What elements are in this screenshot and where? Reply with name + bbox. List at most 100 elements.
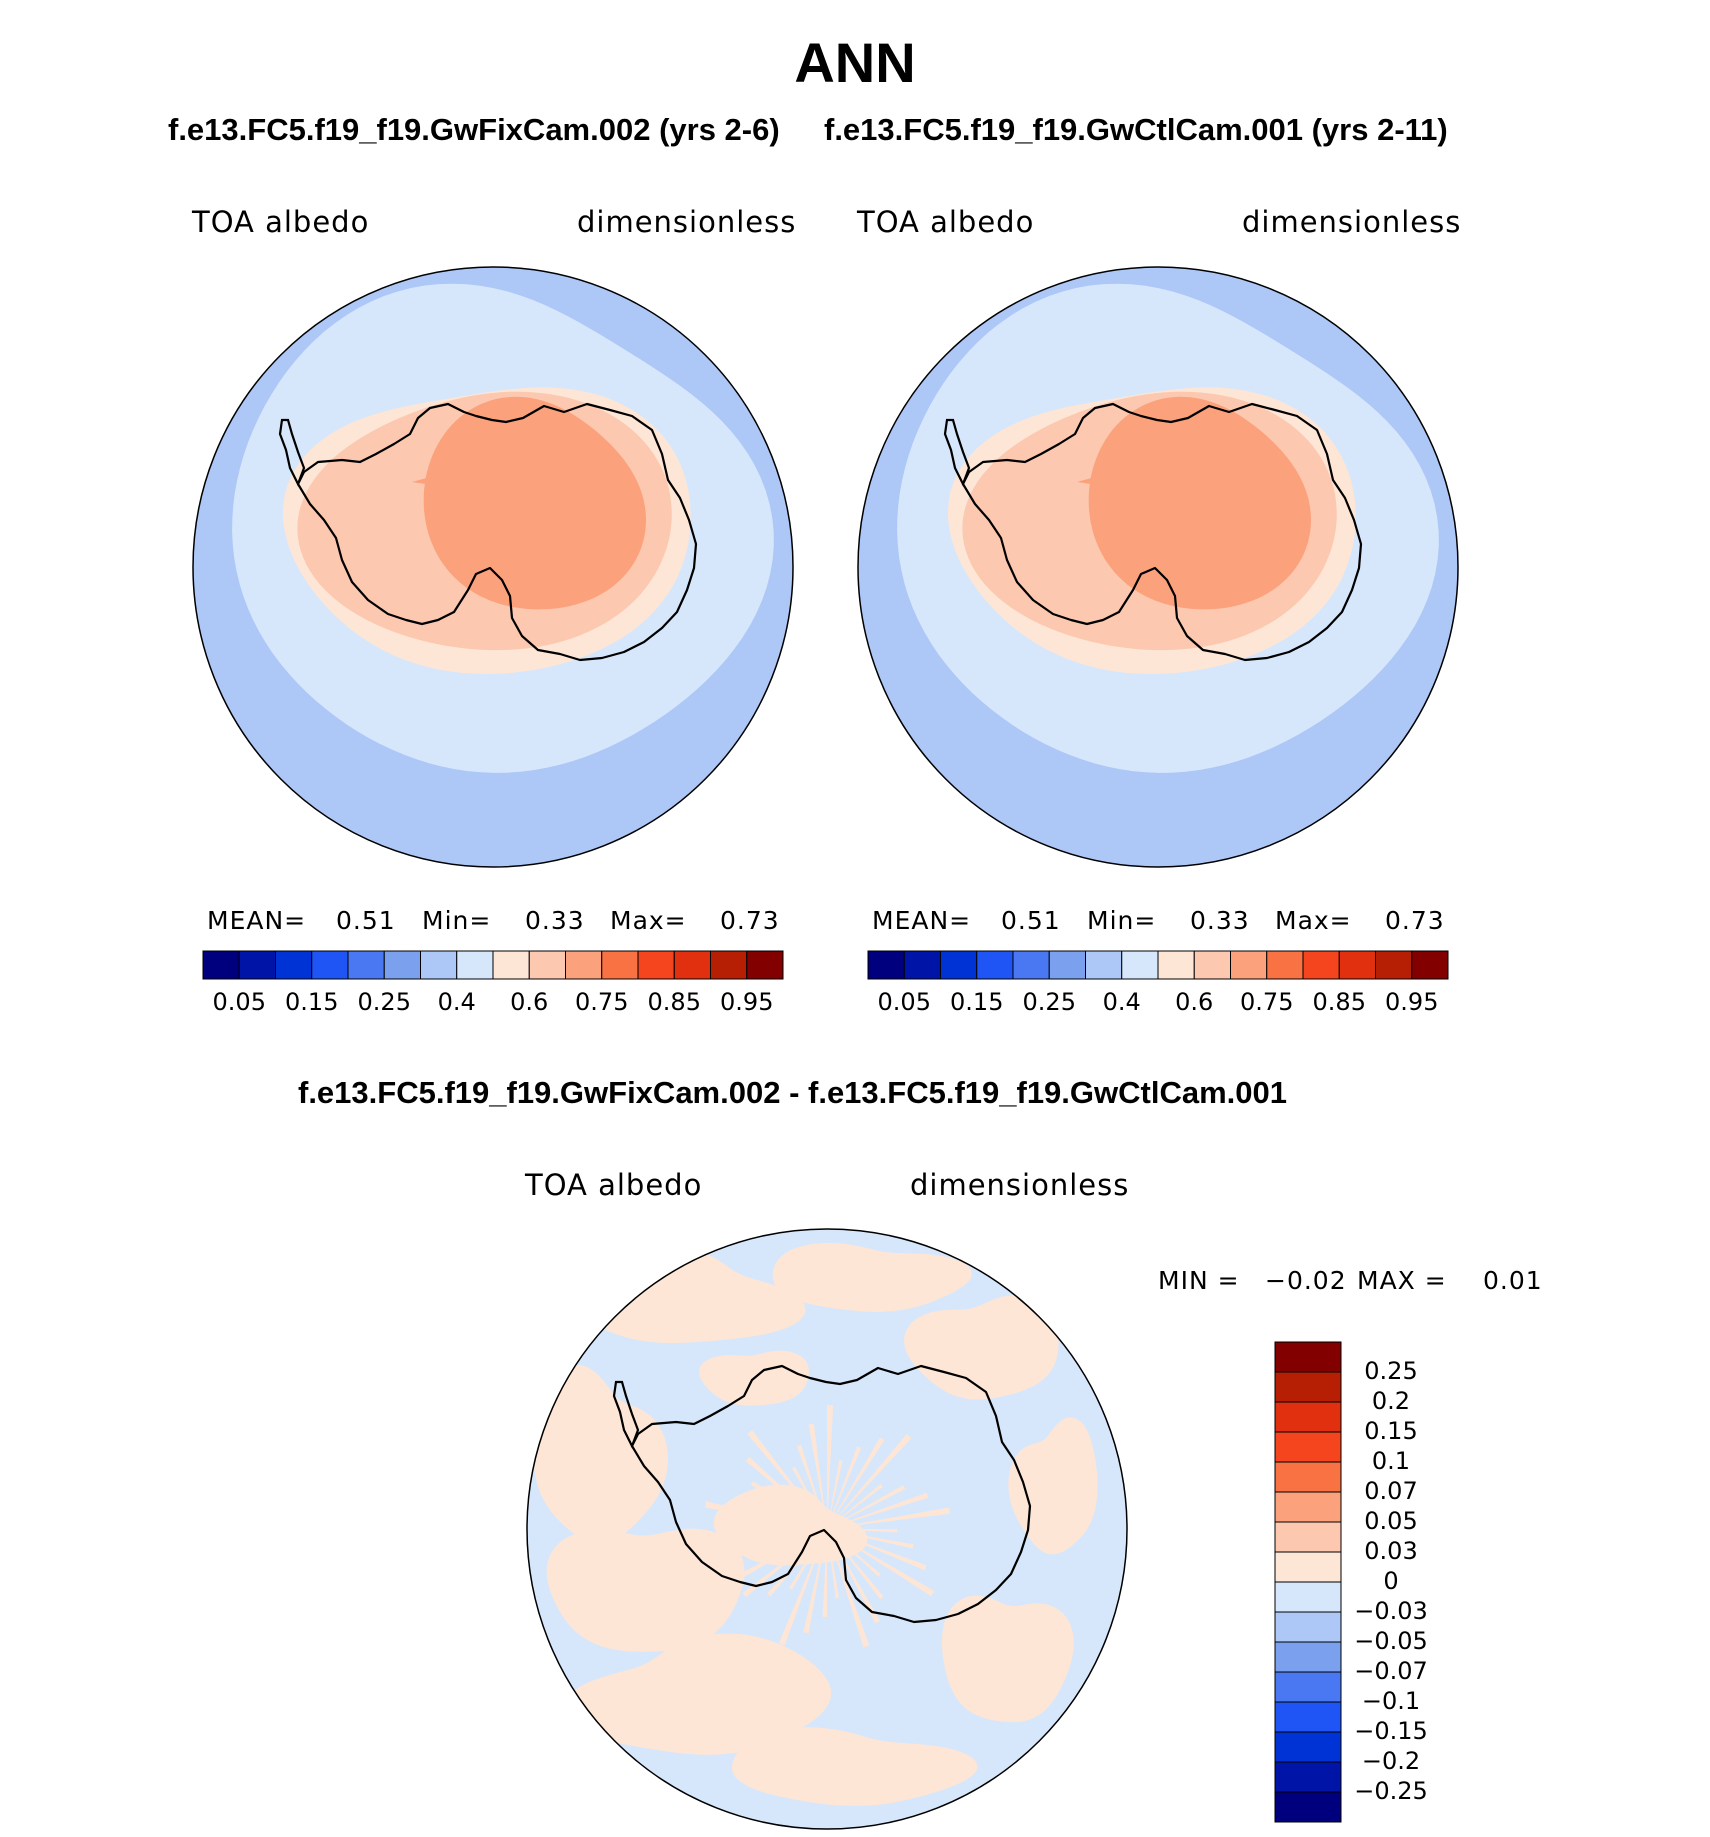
- left-colorbar-tick-label: 0.25: [357, 988, 411, 1016]
- left-max-label: Max=: [610, 906, 687, 935]
- difference-coastline: [612, 1364, 1032, 1624]
- left-variable-label: TOA albedo: [192, 205, 370, 239]
- left-colorbar-swatch: [601, 950, 639, 980]
- left-colorbar-swatch: [275, 950, 313, 980]
- diff-variable-label: TOA albedo: [525, 1168, 703, 1202]
- positive-difference-patch: [546, 1528, 745, 1652]
- difference-colorbar-swatch: [1274, 1401, 1342, 1433]
- pole-artifact-spoke: [704, 1501, 827, 1529]
- pole-artifact-spoke: [747, 1430, 827, 1529]
- pole-artifact-spoke: [827, 1405, 834, 1529]
- antarctic-coastline: [296, 402, 698, 662]
- left-colorbar-swatch: [238, 950, 276, 980]
- difference-colorbar-tick-label: −0.07: [1354, 1657, 1428, 1685]
- difference-colorbar-swatch: [1274, 1521, 1342, 1553]
- pole-artifact-spoke: [827, 1529, 881, 1577]
- difference-colorbar-tick-label: −0.03: [1354, 1597, 1428, 1625]
- pole-artifact-spoke: [822, 1529, 827, 1617]
- left-antarctic-map: [192, 266, 794, 868]
- left-colorbar: [202, 950, 784, 980]
- right-colorbar-swatch: [903, 950, 941, 980]
- right-mean-value: 0.51: [1001, 906, 1061, 935]
- left-colorbar-swatch: [673, 950, 711, 980]
- right-variable-label: TOA albedo: [857, 205, 1035, 239]
- positive-difference-patch: [563, 1633, 831, 1755]
- left-mean-value: 0.51: [336, 906, 396, 935]
- positive-difference-patch: [533, 1364, 668, 1544]
- land-albedo-high-tongue: [412, 462, 492, 488]
- right-colorbar-swatch: [1375, 950, 1413, 980]
- pole-artifact-spoke: [827, 1529, 884, 1600]
- right-colorbar-tick-label: 0.25: [1022, 988, 1076, 1016]
- difference-colorbar-tick-label: 0.15: [1364, 1417, 1418, 1445]
- antarctic-coastline: [630, 1364, 1032, 1624]
- right-min-value: 0.33: [1190, 906, 1250, 935]
- left-colorbar-swatch: [492, 950, 530, 980]
- pole-artifact-spoke: [750, 1481, 827, 1529]
- right-units-label: dimensionless: [1242, 205, 1462, 239]
- diff-min-label: MIN =: [1158, 1266, 1240, 1295]
- difference-colorbar-swatch: [1274, 1341, 1342, 1373]
- pole-artifact-spoke: [827, 1529, 914, 1549]
- pole-artifact-spoke: [827, 1492, 929, 1529]
- pole-artifact-spoke: [827, 1437, 885, 1529]
- pole-artifact-spoke: [827, 1460, 843, 1529]
- pole-artifact-spoke: [827, 1529, 870, 1648]
- right-colorbar-swatch: [976, 950, 1014, 980]
- difference-colorbar-tick-label: 0.05: [1364, 1507, 1418, 1535]
- left-colorbar-tick-label: 0.6: [510, 988, 549, 1016]
- difference-colorbar-swatch: [1274, 1371, 1342, 1403]
- difference-colorbar-swatch: [1274, 1461, 1342, 1493]
- left-colorbar-tick-label: 0.95: [720, 988, 774, 1016]
- right-colorbar-swatch: [867, 950, 905, 980]
- left-colorbar-swatch: [311, 950, 349, 980]
- right-mean-label: MEAN=: [872, 906, 972, 935]
- right-colorbar-tick-label: 0.6: [1175, 988, 1214, 1016]
- left-colorbar-tick-label: 0.4: [437, 988, 476, 1016]
- difference-colorbar-swatch: [1274, 1611, 1342, 1643]
- difference-colorbar: [1274, 1341, 1342, 1823]
- right-colorbar-tick-label: 0.15: [950, 988, 1004, 1016]
- difference-field: [527, 1229, 1127, 1829]
- pole-artifact-spoke: [827, 1485, 906, 1529]
- left-colorbar-swatch: [746, 950, 784, 980]
- pole-artifact-spoke: [767, 1529, 827, 1597]
- pole-artifact-spoke: [827, 1529, 840, 1599]
- positive-difference-patch: [941, 1595, 1074, 1723]
- difference-colorbar-swatch: [1274, 1791, 1342, 1823]
- right-min-label: Min=: [1087, 906, 1157, 935]
- left-colorbar-swatch: [528, 950, 566, 980]
- difference-colorbar-swatch: [1274, 1581, 1342, 1613]
- difference-map-border: [526, 1228, 1128, 1830]
- positive-difference-patch: [772, 1242, 972, 1312]
- positive-difference-patch: [904, 1295, 1059, 1400]
- right-colorbar-tick-label: 0.75: [1240, 988, 1294, 1016]
- pole-artifact-spoke: [716, 1529, 827, 1591]
- difference-colorbar-tick-label: −0.05: [1354, 1627, 1428, 1655]
- pole-artifact-spoke: [803, 1529, 827, 1634]
- right-colorbar-swatch: [1266, 950, 1304, 980]
- peninsula-coastline: [943, 418, 971, 487]
- right-max-value: 0.73: [1385, 906, 1445, 935]
- positive-difference-patch: [731, 1727, 978, 1806]
- right-colorbar-swatch: [1085, 950, 1123, 980]
- pole-artifact-spoke: [796, 1444, 827, 1529]
- difference-colorbar-swatch: [1274, 1671, 1342, 1703]
- difference-colorbar-tick-label: 0.1: [1371, 1447, 1411, 1475]
- land-albedo-high-tongue: [1077, 462, 1157, 488]
- right-colorbar-swatch: [1048, 950, 1086, 980]
- left-colorbar-swatch: [202, 950, 240, 980]
- diff-max-value: 0.01: [1483, 1266, 1543, 1295]
- difference-colorbar-tick-label: 0.07: [1364, 1477, 1418, 1505]
- left-colorbar-swatch: [456, 950, 494, 980]
- difference-colorbar-tick-label: 0.25: [1364, 1357, 1418, 1385]
- main-title: ANN: [794, 31, 916, 94]
- land-albedo-high: [1088, 396, 1311, 610]
- left-coastline: [278, 402, 698, 662]
- pole-artifact-spoke: [761, 1501, 827, 1529]
- positive-difference-patch: [713, 1484, 868, 1566]
- pole-artifact-spoke: [827, 1446, 862, 1529]
- left-units-label: dimensionless: [577, 205, 797, 239]
- pole-artifact-spoke: [778, 1529, 827, 1646]
- difference-colorbar-swatch: [1274, 1491, 1342, 1523]
